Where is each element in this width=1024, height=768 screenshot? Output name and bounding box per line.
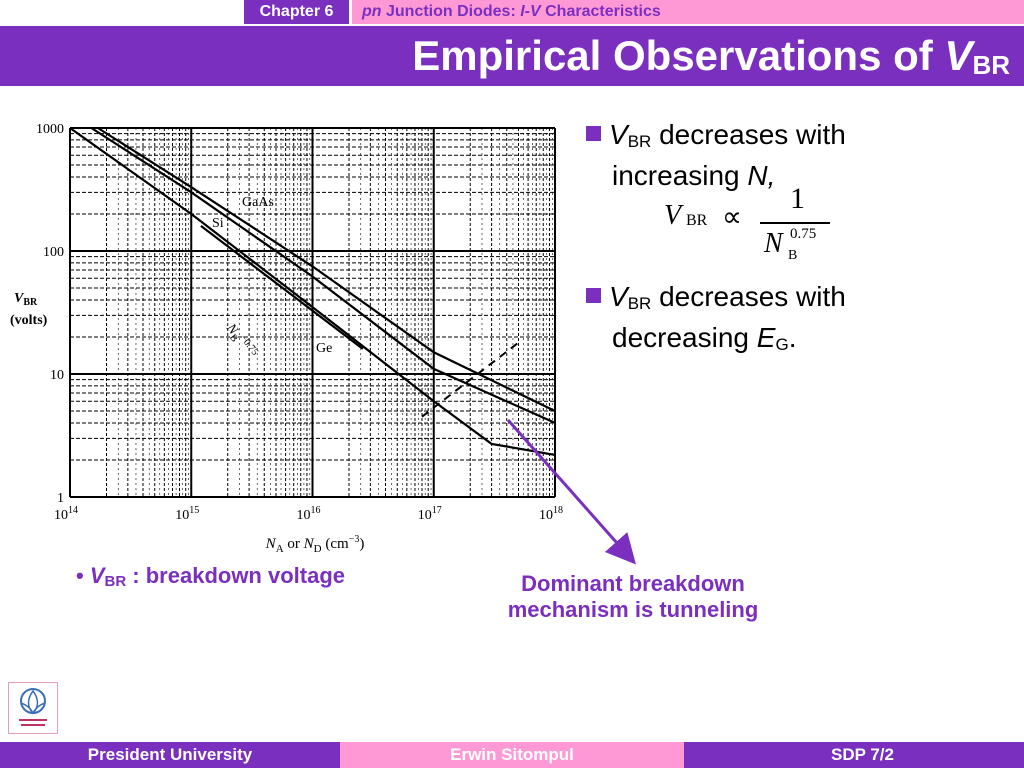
bullet-decreasing-eg: VBR decreases with decreasing EG.	[586, 280, 1006, 362]
x-tick-label: 1014	[54, 505, 78, 523]
chart-grid	[69, 127, 556, 498]
y-tick-label: 1000	[36, 122, 64, 137]
series-label-ge: Ge	[316, 341, 332, 356]
tunneling-boundary-line	[421, 341, 520, 418]
series-line-si	[90, 127, 556, 424]
footer-university: President University	[0, 742, 340, 768]
chapter-label: Chapter 6	[244, 0, 349, 24]
bullet-increasing-n: VBR decreases with increasing N,	[586, 118, 1006, 193]
series-line-ge	[69, 127, 556, 456]
chapter-topic: pn Junction Diodes: I-V Characteristics	[352, 0, 1024, 24]
x-tick-label: 1017	[418, 505, 442, 523]
slide-title: Empirical Observations of VBR	[412, 32, 1010, 80]
bullet-square-icon	[586, 126, 601, 141]
vbr-formula: V BR ∝ 1 N B 0.75	[664, 182, 844, 266]
vbr-definition: • VBR : breakdown voltage	[76, 563, 346, 590]
footer-slide-number: SDP 7/2	[684, 742, 1024, 768]
y-tick-label: 10	[50, 368, 64, 383]
y-tick-label: 100	[43, 245, 64, 260]
x-tick-label: 1016	[297, 505, 321, 523]
university-logo	[8, 682, 58, 734]
title-bar	[0, 26, 1024, 86]
footer-author: Erwin Sitompul	[340, 742, 684, 768]
series-line-gaas	[97, 127, 556, 412]
series-label-si: Si	[212, 216, 224, 231]
y-axis-label: VBR	[14, 291, 38, 308]
y-axis-unit: (volts)	[10, 313, 48, 328]
series-label-gaas: GaAs	[242, 195, 274, 210]
x-tick-label: 1018	[539, 505, 563, 523]
tunneling-annotation: Dominant breakdown mechanism is tunnelin…	[507, 571, 759, 622]
chart-lines	[69, 127, 556, 456]
bullet-square-icon	[586, 288, 601, 303]
x-tick-label: 1015	[175, 505, 199, 523]
series-line-n-b-0-75	[200, 225, 364, 350]
y-tick-label: 1	[57, 491, 64, 506]
x-axis-label: NA or ND (cm−3)	[265, 534, 365, 555]
